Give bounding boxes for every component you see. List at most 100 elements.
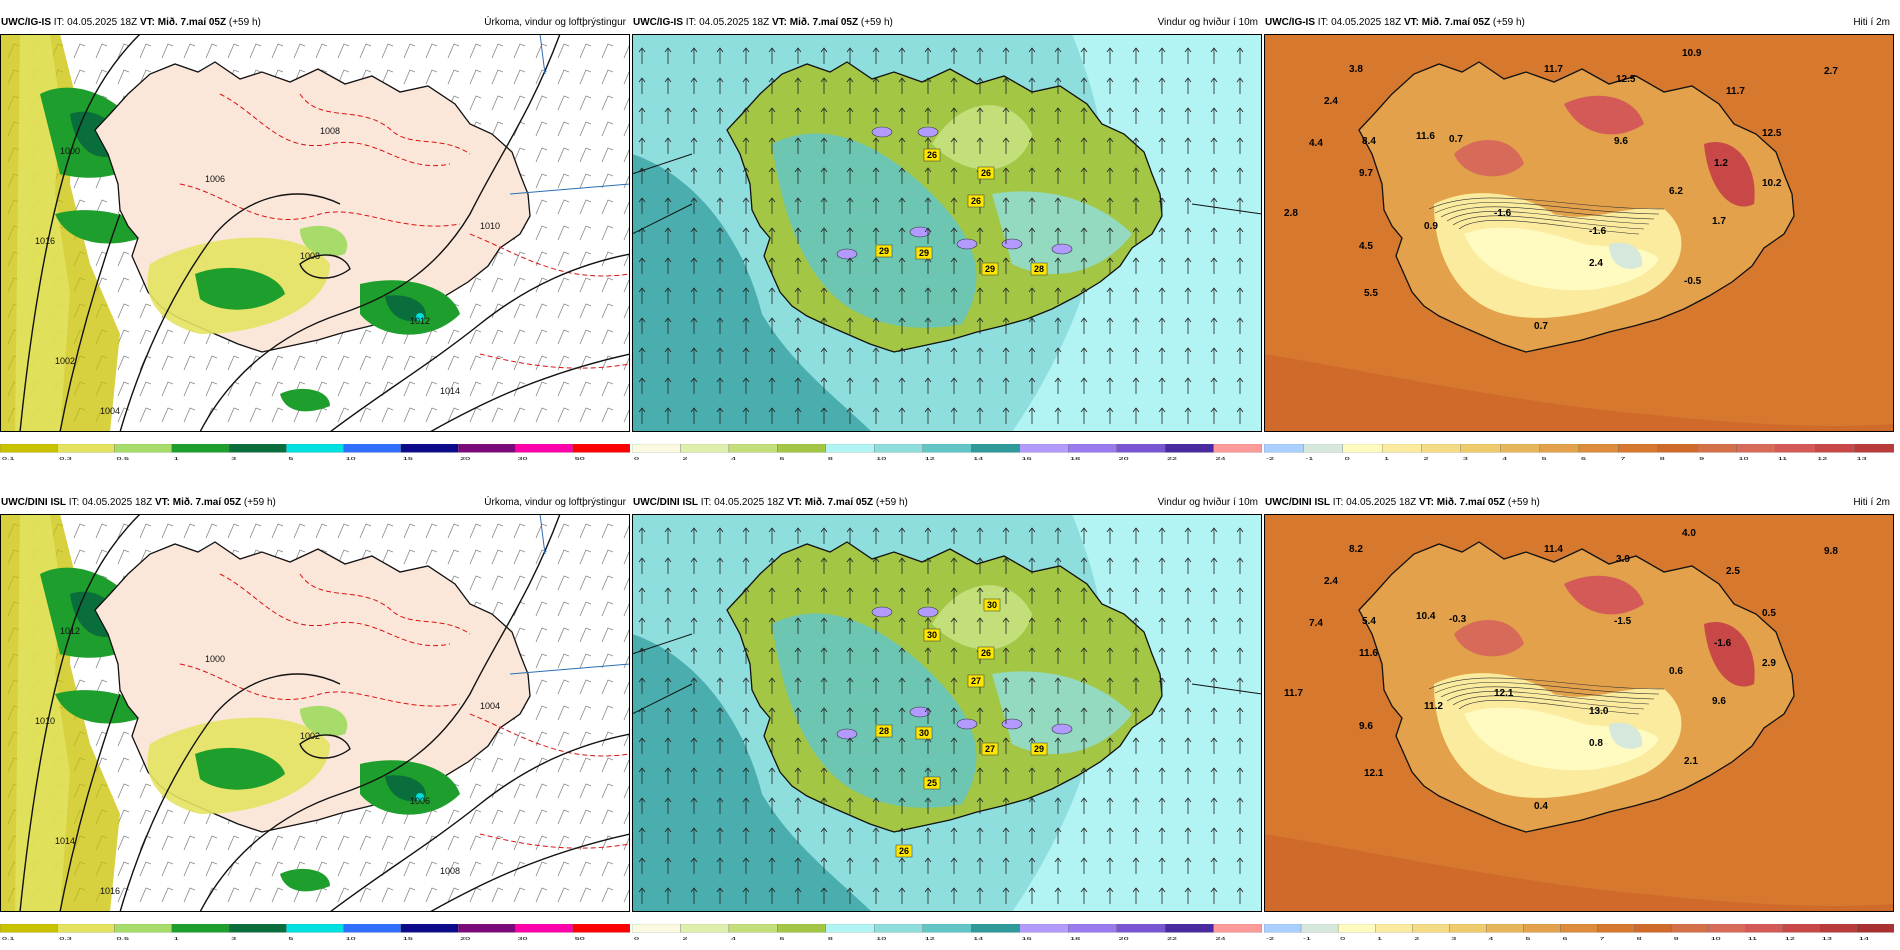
gust-area <box>917 606 939 618</box>
graticule <box>632 153 1262 235</box>
temperature-area <box>1704 622 1755 687</box>
model-name: UWC/IG-IS <box>633 17 683 28</box>
colorbar-swatch <box>171 444 230 453</box>
colorbar-tick-label: 11 <box>1778 455 1787 461</box>
valid-time: VT: Mið. 7.maí 05Z <box>771 17 859 28</box>
colorbar-swatch <box>1539 444 1580 453</box>
temperature-value: 1.2 <box>1714 158 1728 169</box>
lead-time: (+59 h) <box>875 497 908 508</box>
colorbar-swatch <box>1523 924 1561 933</box>
colorbar-swatch <box>1164 924 1214 933</box>
isobar-label: 1016 <box>35 236 55 246</box>
colorbar-swatch <box>1264 444 1304 453</box>
gust-area <box>1001 238 1023 250</box>
colorbar-swatch <box>1449 924 1487 933</box>
colorbar-tick-label: -1 <box>1305 455 1313 461</box>
panel-temp-igis: UWC/IG-IS IT: 04.05.2025 18Z VT: Mið. 7.… <box>1264 12 1894 464</box>
gust-value: 29 <box>985 264 995 274</box>
colorbar-tick-label: 22 <box>1167 455 1177 461</box>
colorbar-swatch <box>286 444 344 453</box>
valid-time: VT: Mið. 7.maí 05Z <box>139 17 227 28</box>
colorbar-swatch <box>1303 444 1343 453</box>
colorbar-svg: 0.1 0.3 0.5 1 3 5 10 15 20 30 50 <box>0 444 630 461</box>
colorbar-swatch <box>777 924 826 933</box>
colorbar-tick-label: 0.5 <box>117 455 129 461</box>
colorbar-tick-label: 0 <box>1345 455 1350 461</box>
wind-area <box>992 191 1132 274</box>
temperature-value: 0.4 <box>1534 801 1548 812</box>
precip-area <box>416 793 424 801</box>
panel-temp-dini: UWC/DINI ISL IT: 04.05.2025 18Z VT: Mið.… <box>1264 492 1894 944</box>
colorbar-svg: 0.1 0.3 0.5 1 3 5 10 15 20 30 50 <box>0 924 630 941</box>
gust-label-box <box>983 598 1001 612</box>
gust-value: 27 <box>985 744 995 754</box>
precip-map: 1006 1008 1010 1012 1014 1016 1000 1002 1004 1008 <box>0 34 630 432</box>
colorbar-swatch <box>728 924 778 933</box>
temperature-contours <box>179 93 630 369</box>
colorbar-tick-label: 12 <box>925 935 935 941</box>
colorbar-svg: 0 2 4 6 8 10 12 14 16 18 20 22 24 <box>632 444 1262 461</box>
wind-map: 26 26 26 29 29 29 28 <box>632 34 1262 432</box>
colorbar-swatch <box>57 444 115 453</box>
colorbar-swatch <box>1460 444 1501 453</box>
isobar-label: 1008 <box>320 126 340 136</box>
colorbar-swatch <box>0 444 58 453</box>
gust-area <box>917 126 939 138</box>
colorbar-tick-label: 1 <box>1384 455 1389 461</box>
colorbar: -2 -1 0 1 2 3 4 5 6 7 8 9 10 11 12 13 14 <box>1264 924 1894 942</box>
temperature-value: 2.9 <box>1762 658 1776 669</box>
temperature-value: -1.6 <box>1494 208 1512 219</box>
temperature-area <box>1454 620 1524 657</box>
gust-value: 29 <box>879 246 889 256</box>
colorbar-tick-label: 0.1 <box>2 455 14 461</box>
colorbar: -2 -1 0 1 2 3 4 5 6 7 8 9 10 11 12 13 <box>1264 444 1894 462</box>
precip-area <box>195 747 285 790</box>
wind-area <box>992 671 1132 754</box>
precip-map: 1000 1002 1004 1006 1008 1010 1012 1014 1016 <box>0 514 630 912</box>
temperature-value: 0.9 <box>1424 221 1438 232</box>
colorbar-swatch <box>1264 924 1302 933</box>
init-time: IT: 04.05.2025 18Z <box>685 17 770 28</box>
temperature-value: 10.2 <box>1762 178 1782 189</box>
precip-area <box>280 388 330 412</box>
gust-area <box>909 706 931 718</box>
colorbar-tick-label: 16 <box>1022 455 1032 461</box>
colorbar-swatch <box>1815 444 1855 453</box>
colorbar-tick-label: 3 <box>1451 935 1456 941</box>
model-name: UWC/DINI ISL <box>633 497 698 508</box>
wind-area <box>932 105 1032 170</box>
temperature-value: 4.5 <box>1359 241 1373 252</box>
colorbar-tick-label: 2 <box>1414 935 1419 941</box>
colorbar-tick-label: 0 <box>634 455 639 461</box>
colorbar-swatch <box>1213 924 1262 933</box>
colorbar-swatch <box>1019 924 1069 933</box>
colorbar-tick-label: 13 <box>1857 455 1867 461</box>
colorbar-tick-label: 12 <box>1817 455 1827 461</box>
colorbar-swatch <box>114 444 172 453</box>
temperature-value: 3.8 <box>1349 64 1363 75</box>
isobar-label: 1012 <box>60 626 80 636</box>
temperature-value: 11.6 <box>1416 131 1435 142</box>
gust-area <box>836 728 858 740</box>
colorbar-swatch <box>1486 924 1524 933</box>
colorbar-tick-label: 11 <box>1748 935 1757 941</box>
temperature-value: 11.2 <box>1424 701 1443 712</box>
colorbar-tick-label: 3 <box>231 935 236 941</box>
colorbar-tick-label: -1 <box>1303 935 1311 941</box>
colorbar-tick-label: 10 <box>346 935 356 941</box>
colorbar: 0.1 0.3 0.5 1 3 5 10 15 20 30 50 <box>0 924 630 942</box>
map-canvas: 1006 1008 1010 1012 1014 1016 1000 1002 1004 1008 <box>0 34 630 432</box>
map-canvas: 30 26 27 28 30 27 29 30 26 25 <box>632 514 1262 912</box>
colorbar-tick-label: 3 <box>1463 455 1468 461</box>
colorbar-swatch <box>825 444 875 453</box>
panel-title: Hiti í 2m <box>1853 497 1890 508</box>
colorbar-swatch <box>1412 924 1450 933</box>
gust-value: 26 <box>971 196 981 206</box>
colorbar-swatch <box>1560 924 1598 933</box>
isobar-label: 1002 <box>55 356 75 366</box>
map-frame <box>1264 514 1894 912</box>
panel-header: UWC/DINI ISL IT: 04.05.2025 18Z VT: Mið.… <box>0 492 630 514</box>
gust-label-box <box>967 674 985 688</box>
lead-time: (+59 h) <box>243 497 276 508</box>
isobar-label: 1008 <box>440 866 460 876</box>
